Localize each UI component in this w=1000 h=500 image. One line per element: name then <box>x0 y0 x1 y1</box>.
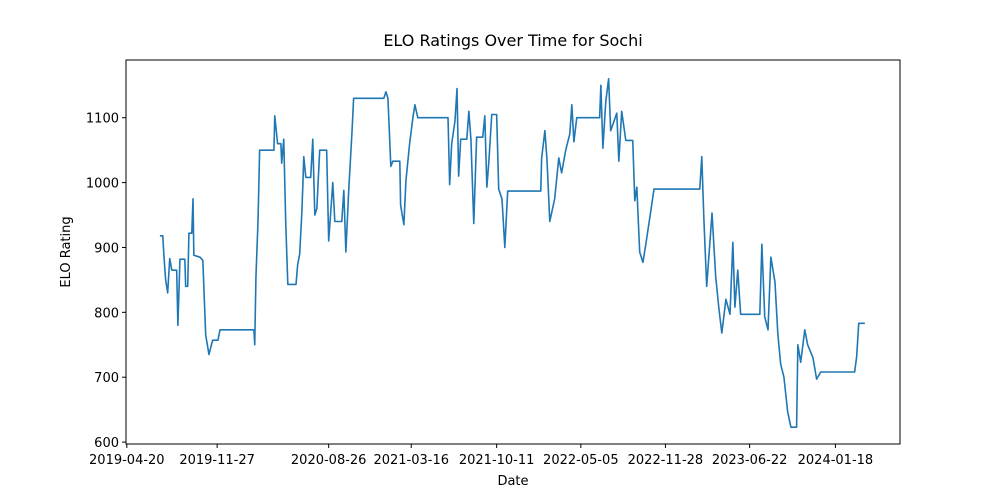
x-axis-label: Date <box>497 474 528 489</box>
x-tick-label: 2022-05-05 <box>543 453 619 468</box>
y-tick-label: 800 <box>94 306 119 321</box>
x-tick-label: 2019-04-20 <box>89 453 165 468</box>
x-tick-label: 2019-11-27 <box>179 453 255 468</box>
x-tick-label: 2021-10-11 <box>459 453 535 468</box>
x-tick-label: 2023-06-22 <box>712 453 788 468</box>
x-tick-label: 2021-03-16 <box>373 453 449 468</box>
y-tick-label: 1000 <box>86 177 119 192</box>
chart-title: ELO Ratings Over Time for Sochi <box>383 31 642 50</box>
y-tick-label: 1100 <box>86 112 119 127</box>
data-line <box>159 78 865 428</box>
y-tick-label: 900 <box>94 241 119 256</box>
y-tick-label: 700 <box>94 371 119 386</box>
x-tick-label: 2022-11-28 <box>628 453 704 468</box>
x-tick-label: 2024-01-18 <box>798 453 874 468</box>
plot-frame <box>125 59 901 445</box>
y-axis-label: ELO Rating <box>59 216 74 287</box>
x-tick-label: 2020-08-26 <box>291 453 367 468</box>
y-tick-label: 600 <box>94 436 119 451</box>
